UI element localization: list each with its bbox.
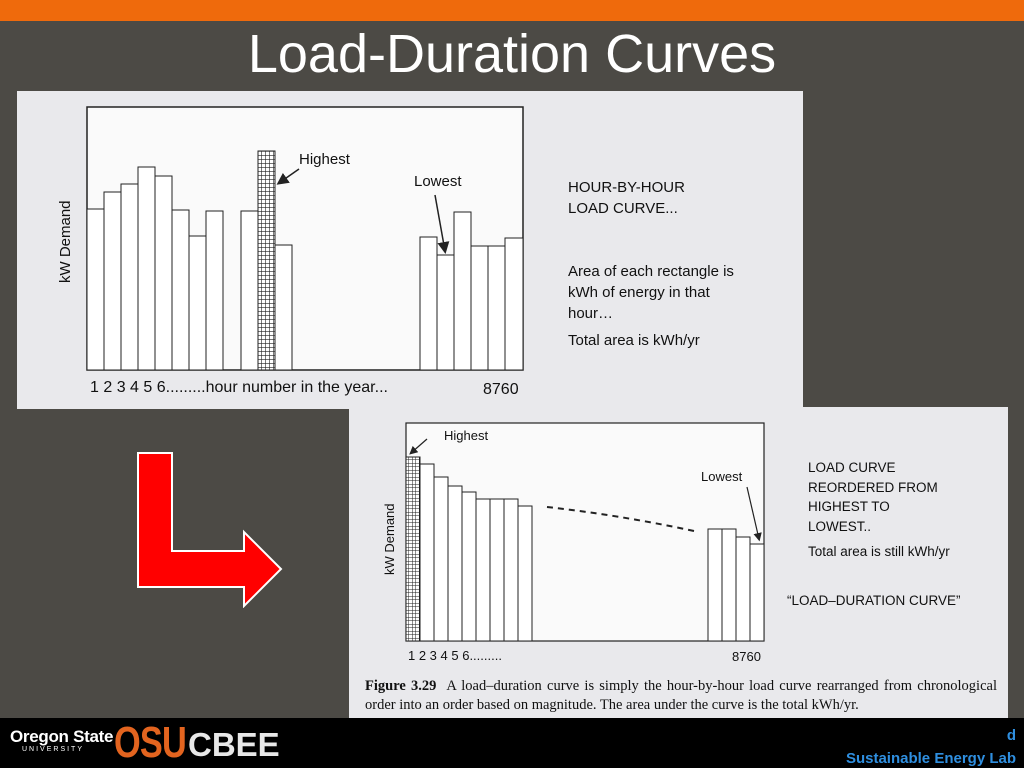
highest-arrow	[276, 168, 300, 185]
lowest-arrow	[434, 194, 450, 254]
slide-title: Load-Duration Curves	[247, 24, 777, 84]
footer-bar	[0, 718, 1024, 768]
area-line: Area of each rectangle is	[568, 263, 734, 280]
bar-hour-2	[103, 191, 122, 371]
bar-hour-4	[137, 166, 156, 371]
sorted-bar-9	[517, 505, 533, 642]
lab-name-line2: Sustainable Energy Lab	[845, 750, 1016, 767]
load-duration-drawing	[405, 422, 765, 642]
bar-hour-11	[274, 244, 293, 371]
description-line: REORDERED FROM	[808, 479, 938, 495]
hourly-load-curve-figure: kW Demand Highest Lowest 1 2 3 4 5 6....…	[17, 91, 803, 409]
bar-hour-8	[205, 210, 224, 371]
area-line: kWh of energy in that	[568, 284, 710, 301]
highest-label: Highest	[299, 151, 350, 168]
bar-lowest	[749, 543, 765, 642]
description-line: LOWEST..	[808, 518, 872, 534]
cbee-logo: CBEE	[188, 726, 280, 763]
x-axis-label: 1 2 3 4 5 6.........hour number in the y…	[90, 379, 388, 396]
lowest-label: Lowest	[701, 469, 743, 484]
description-line: LOAD CURVE...	[568, 200, 678, 217]
bar-hour-7	[188, 235, 207, 371]
total-area-text: Total area is still kWh/yr	[808, 544, 950, 559]
transform-arrow-icon	[137, 452, 283, 608]
description-line: HIGHEST TO	[808, 499, 890, 514]
sorted-bar-2	[419, 463, 435, 642]
sorted-bar-end-2	[721, 528, 737, 642]
curve-name: “LOAD–DURATION CURVE”	[787, 593, 961, 608]
bar-hour-12	[419, 236, 438, 371]
description-line: LOAD CURVE	[808, 460, 896, 475]
highest-label: Highest	[444, 428, 489, 443]
sorted-bar-8	[503, 498, 519, 642]
lowest-label: Lowest	[414, 173, 462, 190]
caption-label: Figure 3.29	[365, 678, 437, 694]
sorted-bar-end-1	[707, 528, 723, 642]
bar-hour-5	[154, 175, 173, 371]
x-axis-end: 8760	[732, 649, 761, 664]
osu-logo: OSU	[114, 718, 187, 767]
bar-hour-6	[171, 209, 190, 371]
bar-hour-1	[86, 208, 105, 371]
sorted-bar-3	[433, 476, 449, 642]
bar-hour-14	[453, 211, 472, 371]
caption-text: A load–duration curve is simply the hour…	[365, 678, 997, 713]
reorder-description: LOAD CURVE REORDERED FROM HIGHEST TO LOW…	[808, 458, 938, 536]
x-axis-label: 1 2 3 4 5 6.........	[408, 648, 502, 663]
figure-caption: Figure 3.29 A load–duration curve is simp…	[365, 677, 997, 715]
university-logo-name: Oregon State	[10, 727, 114, 746]
lab-name-line1: d	[1006, 727, 1016, 744]
hourly-load-curve-drawing	[86, 106, 524, 371]
bar-hour-17	[504, 237, 524, 371]
bar-hour-16	[487, 245, 506, 371]
bar-highest	[405, 456, 421, 642]
highest-arrow	[409, 438, 428, 455]
top-accent-bar	[0, 0, 1024, 21]
y-axis-label: kW Demand	[382, 503, 397, 575]
hourly-description: HOUR-BY-HOUR LOAD CURVE...	[568, 177, 685, 219]
bar-lowest	[436, 254, 455, 371]
university-logo-sub: UNIVERSITY	[22, 746, 85, 753]
bar-hour-9	[240, 210, 259, 371]
sorted-bar-4	[447, 485, 463, 642]
area-line: hour…	[568, 305, 614, 322]
y-axis-label: kW Demand	[57, 200, 74, 283]
load-duration-curve-figure: kW Demand Highest Lowest 1 2 3 4 5 6....…	[349, 407, 1008, 749]
bar-hour-15	[470, 245, 489, 371]
total-area-text: Total area is kWh/yr	[568, 332, 700, 349]
description-line: HOUR-BY-HOUR	[568, 179, 685, 196]
sorted-bar-7	[489, 498, 505, 642]
lowest-arrow	[746, 486, 762, 542]
area-description: Area of each rectangle is kWh of energy …	[568, 261, 734, 324]
sorted-bar-end-3	[735, 536, 751, 642]
continuation-dashes	[546, 506, 695, 532]
sorted-bar-5	[461, 491, 477, 642]
bar-highest	[257, 150, 276, 371]
bar-hour-3	[120, 183, 139, 371]
sorted-bar-6	[475, 498, 491, 642]
x-axis-end: 8760	[483, 381, 519, 398]
